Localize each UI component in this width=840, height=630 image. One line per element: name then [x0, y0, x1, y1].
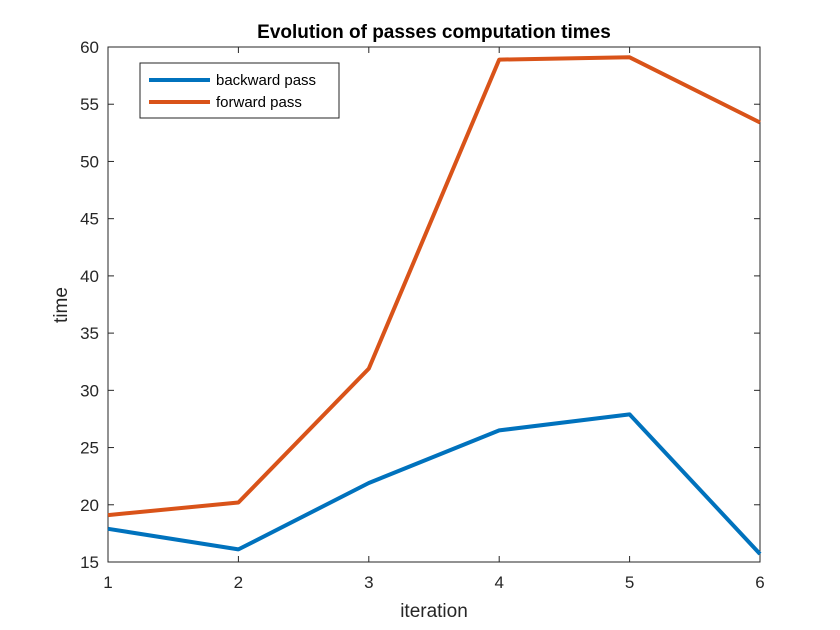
y-tick-label: 30 [80, 381, 99, 400]
legend-box [139, 62, 340, 119]
x-tick-label: 5 [625, 573, 634, 592]
legend-label: backward pass [216, 72, 316, 89]
y-tick-label: 50 [80, 152, 99, 171]
y-tick-label: 55 [80, 95, 99, 114]
y-tick-label: 20 [80, 496, 99, 515]
series-lines [107, 55, 762, 556]
x-axis-label: iteration [400, 601, 468, 622]
x-tick-label: 4 [494, 573, 503, 592]
series-line-backward-pass [107, 412, 762, 556]
y-tick-label: 60 [80, 38, 99, 57]
legend: backward pass forward pass [139, 62, 340, 119]
legend-label: forward pass [216, 94, 302, 111]
y-tick-label: 35 [80, 324, 99, 343]
x-tick-label: 1 [103, 573, 112, 592]
x-tick-label: 2 [234, 573, 243, 592]
series-line-forward-pass [107, 55, 761, 518]
chart-title: Evolution of passes computation times [257, 22, 611, 43]
y-tick-label: 15 [80, 553, 99, 572]
x-tick-label: 6 [755, 573, 764, 592]
y-tick-label: 25 [80, 439, 99, 458]
x-tick-label: 3 [364, 573, 373, 592]
y-tick-label: 45 [80, 210, 99, 229]
y-axis-label: time [51, 287, 72, 323]
axes-box [107, 46, 761, 563]
y-tick-label: 40 [80, 267, 99, 286]
